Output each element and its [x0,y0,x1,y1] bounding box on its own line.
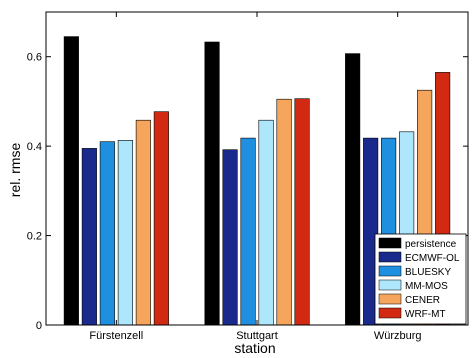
legend-label: ECMWF-OL [405,253,460,264]
y-axis-title: rel. rmse [7,143,23,198]
bar-bluesky-0 [99,141,115,326]
x-axis-title: station [234,340,275,356]
legend-swatch [378,251,402,263]
bar-cener-0 [135,119,151,326]
bar-ecmwf-ol-1 [222,149,238,326]
legend-swatch [378,237,402,249]
legend-label: WRF-MT [405,309,446,320]
bar-cener-1 [276,98,292,326]
bar-wrf-mt-1 [294,98,310,326]
bar-persistence-0 [63,36,79,326]
legend-swatch [378,307,402,319]
y-tick-label: 0 [36,320,42,332]
legend: persistence ECMWF-OL BLUESKY MM-MOS CENER WRF… [374,233,467,325]
bar-ecmwf-ol-0 [81,148,97,326]
y-tick-label: 0.6 [27,52,42,64]
legend-label: persistence [405,239,457,250]
bar-wrf-mt-0 [153,111,169,326]
bar-mm-mos-0 [117,140,133,326]
y-tick-label: 0.2 [27,231,42,243]
legend-swatch [378,293,402,305]
legend-swatch [378,265,402,277]
axes-group: Fürstenzell Stuttgart Würzburg 0 0.2 0.4 0.6 [27,11,469,342]
bar-mm-mos-1 [258,119,274,326]
legend-label: MM-MOS [405,281,448,292]
legend-label: CENER [405,295,440,306]
legend-swatch [378,279,402,291]
x-tick-label: Stuttgart [236,330,278,342]
x-tick-label: Würzburg [374,330,422,342]
bar-bluesky-1 [240,137,256,326]
bars-group [63,36,451,326]
legend-label: BLUESKY [405,267,451,278]
bar-persistence-2 [345,53,361,326]
bar-persistence-1 [204,41,220,326]
y-tick-label: 0.4 [27,141,42,153]
x-tick-label: Fürstenzell [89,330,143,342]
